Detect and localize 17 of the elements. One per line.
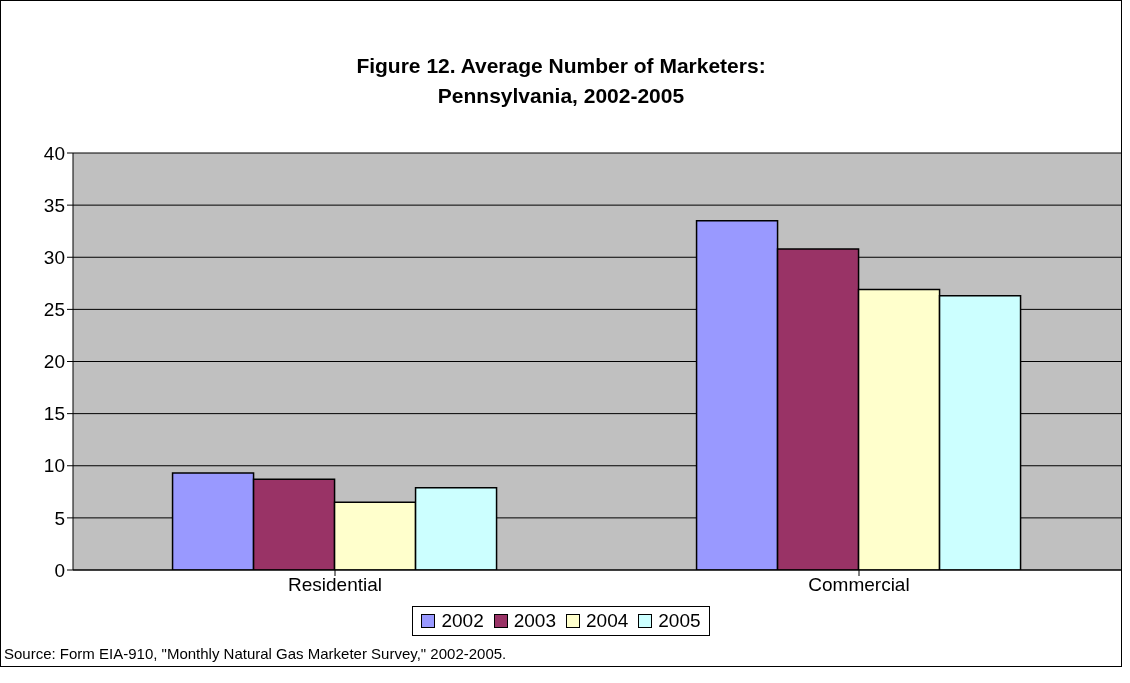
x-tick-label: Commercial	[808, 574, 910, 596]
y-tick-label: 10	[43, 455, 65, 477]
x-tick-label: Residential	[288, 574, 382, 596]
chart-title: Figure 12. Average Number of Marketers: Pennsylvania, 2002-2005	[355, 53, 767, 109]
y-tick-label: 30	[43, 246, 65, 268]
y-tick-label: 0	[54, 559, 65, 581]
y-tick-label: 40	[43, 142, 65, 164]
legend-label: 2004	[585, 610, 629, 632]
y-tick-label: 25	[43, 299, 65, 321]
legend-label: 2003	[512, 610, 556, 632]
y-tick-label: 35	[43, 194, 65, 216]
source-note: Source: Form EIA-910, "Monthly Natural Gas Marketer Survey," 2002-2005.	[4, 645, 507, 662]
y-tick-label: 15	[43, 403, 65, 425]
y-tick-label: 5	[54, 507, 65, 529]
legend-label: 2005	[657, 610, 701, 632]
y-tick-label: 20	[43, 351, 65, 373]
legend-label: 2002	[440, 610, 484, 632]
